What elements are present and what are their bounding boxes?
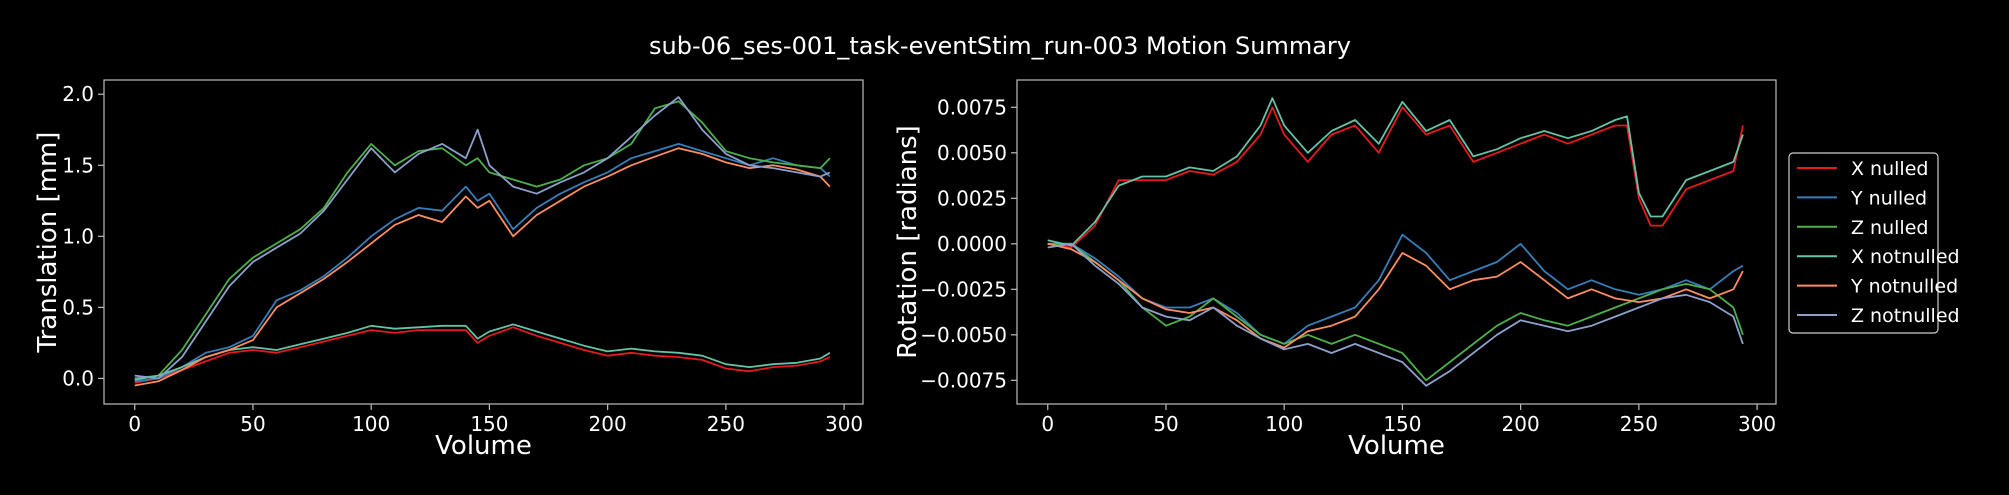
rotation-x-tick-label: 200 bbox=[1502, 412, 1540, 436]
translation-y-tick-label: 1.0 bbox=[62, 224, 94, 248]
translation-x-tick-label: 100 bbox=[352, 412, 390, 436]
translation-series-x-nulled bbox=[134, 326, 831, 384]
translation-y-tick-label: 1.5 bbox=[62, 153, 94, 177]
rotation-y-tick-label: 0.0025 bbox=[937, 186, 1007, 210]
translation-series-y-notnulled bbox=[134, 147, 831, 387]
legend-label-z-notnulled: Z notnulled bbox=[1851, 305, 1960, 327]
rotation-x-tick-label: 50 bbox=[1153, 412, 1178, 436]
legend-label-y-nulled: Y nulled bbox=[1850, 187, 1927, 209]
translation-x-tick-label: 300 bbox=[825, 412, 863, 436]
translation-x-tick-label: 0 bbox=[128, 412, 141, 436]
translation-x-tick-label: 50 bbox=[240, 412, 265, 436]
rotation-x-tick-label: 100 bbox=[1265, 412, 1303, 436]
rotation-series-z-nulled bbox=[1047, 242, 1744, 382]
rotation-series-x-notnulled bbox=[1047, 97, 1744, 247]
legend-label-x-notnulled: X notnulled bbox=[1851, 246, 1960, 268]
translation-panel: 0 50 100 150 200 250 300 0.0 0.5 1.0 1.5 2.0 Volume… bbox=[33, 79, 864, 461]
legend-label-x-nulled: X nulled bbox=[1851, 158, 1928, 180]
rotation-series-x-nulled bbox=[1047, 106, 1744, 249]
rotation-y-tick-label: −0.0050 bbox=[920, 323, 1007, 347]
rotation-series-y-nulled bbox=[1047, 233, 1744, 345]
rotation-panel: 0 50 100 150 200 250 300 −0.0075 −0.0050 −0.0025 0… bbox=[893, 79, 1777, 461]
translation-series-y-nulled bbox=[134, 142, 831, 383]
rotation-y-tick-label: −0.0025 bbox=[920, 277, 1007, 301]
translation-x-axis-label: Volume bbox=[435, 431, 532, 461]
rotation-y-tick-label: 0.0075 bbox=[937, 95, 1007, 119]
rotation-series-y-notnulled bbox=[1047, 242, 1744, 349]
rotation-x-tick-label: 0 bbox=[1041, 412, 1054, 436]
translation-y-tick-label: 0.0 bbox=[62, 366, 94, 390]
translation-y-tick-label: 0.5 bbox=[62, 295, 94, 319]
rotation-x-axis-label: Volume bbox=[1348, 431, 1445, 461]
legend-label-y-notnulled: Y notnulled bbox=[1850, 276, 1958, 298]
translation-x-tick-label: 200 bbox=[589, 412, 627, 436]
legend: X nulled Y nulled Z nulled X notnulled Y not… bbox=[1788, 152, 1960, 334]
translation-series-z-notnulled bbox=[134, 96, 831, 380]
translation-series-z-nulled bbox=[134, 100, 831, 380]
translation-y-tick-label: 2.0 bbox=[62, 82, 94, 106]
rotation-y-axis-label: Rotation [radians] bbox=[893, 125, 923, 359]
rotation-axes-frame bbox=[1016, 79, 1777, 405]
translation-x-tick-label: 150 bbox=[470, 412, 508, 436]
rotation-y-tick-label: −0.0075 bbox=[920, 368, 1007, 392]
rotation-plot-area bbox=[1047, 97, 1744, 387]
rotation-ticks: 0 50 100 150 200 250 300 −0.0075 −0.0050 −0.0025 0… bbox=[920, 95, 1776, 436]
rotation-series-z-notnulled bbox=[1047, 242, 1744, 387]
translation-plot-area bbox=[134, 96, 831, 387]
translation-y-axis-label: Translation [mm] bbox=[33, 132, 63, 354]
translation-series-x-notnulled bbox=[134, 323, 831, 381]
rotation-x-tick-label: 150 bbox=[1383, 412, 1421, 436]
rotation-x-tick-label: 250 bbox=[1620, 412, 1658, 436]
figure-title: sub-06_ses-001_task-eventStim_run-003 Mo… bbox=[649, 32, 1351, 60]
translation-ticks: 0 50 100 150 200 250 300 0.0 0.5 1.0 1.5 2.0 bbox=[62, 82, 863, 436]
translation-axes-frame bbox=[103, 79, 864, 405]
rotation-x-tick-label: 300 bbox=[1738, 412, 1776, 436]
legend-label-z-nulled: Z nulled bbox=[1851, 217, 1928, 239]
translation-x-tick-label: 250 bbox=[707, 412, 745, 436]
rotation-y-tick-label: 0.0050 bbox=[937, 141, 1007, 165]
rotation-y-tick-label: 0.0000 bbox=[937, 232, 1007, 256]
